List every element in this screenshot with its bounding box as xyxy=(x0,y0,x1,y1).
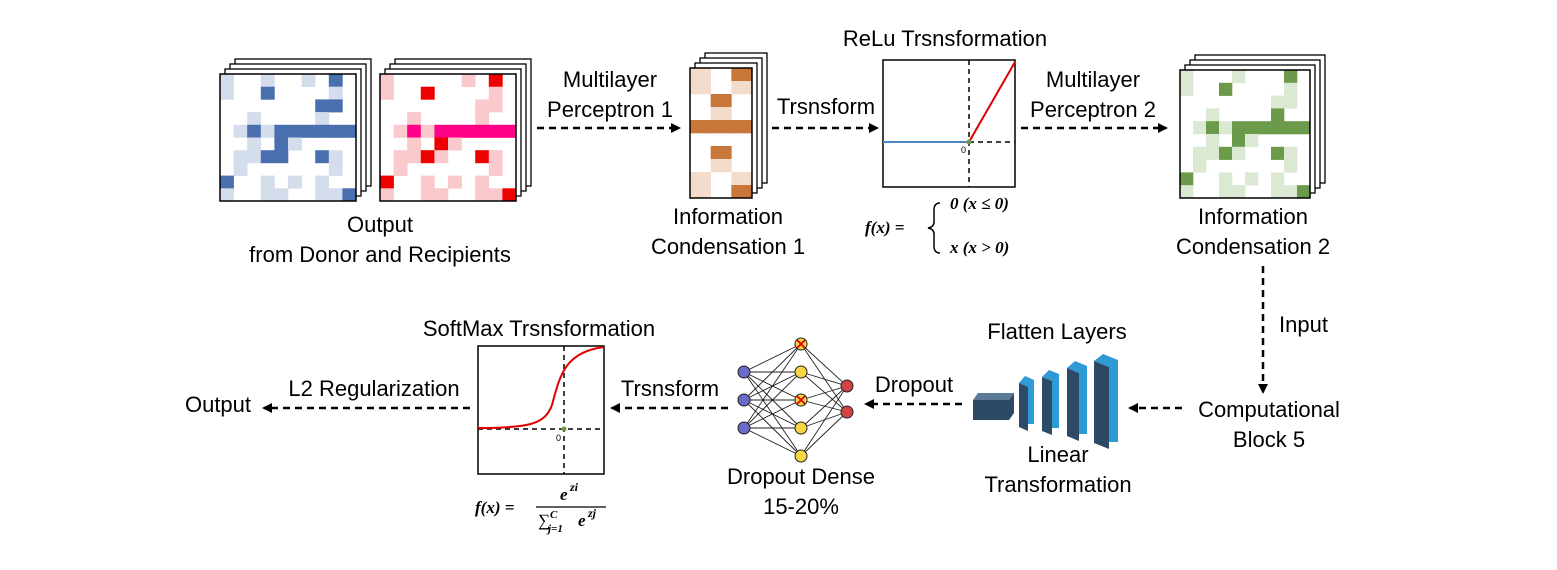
info-condensation-2-stack xyxy=(1179,54,1326,199)
flatten-label: Flatten Layers xyxy=(987,319,1126,344)
softmax-formula-lhs: f(x) = xyxy=(475,498,514,517)
dropout-dense-line2: 15-20% xyxy=(763,494,839,519)
dropout-dense-line1: Dropout Dense xyxy=(727,464,875,489)
relu-formula-case2: x (x > 0) xyxy=(949,238,1009,257)
softmax-curve xyxy=(477,346,605,429)
ic1-label-line1: Information xyxy=(673,204,783,229)
linear-label-line2: Transformation xyxy=(984,472,1131,497)
x-mark-icon xyxy=(796,395,806,405)
softmax-den-e-sup: zj xyxy=(587,506,597,520)
hidden-node xyxy=(794,365,808,379)
output-node xyxy=(840,379,854,393)
comp-block-line2: Block 5 xyxy=(1233,427,1305,452)
recipient-output-grid-stack xyxy=(379,58,532,202)
mlp1-label-line1: Multilayer xyxy=(563,67,657,92)
donor-output-grid-stack xyxy=(219,58,372,202)
output-final-label: Output xyxy=(185,392,251,417)
ic1-label-line2: Condensation 1 xyxy=(651,234,805,259)
mlp1-label-line2: Perceptron 1 xyxy=(547,97,673,122)
hidden-node xyxy=(794,449,808,463)
relu-rising-line xyxy=(968,61,1016,143)
relu-plot: 0 xyxy=(882,59,1016,188)
ic2-label-line1: Information xyxy=(1198,204,1308,229)
softmax-num: e xyxy=(560,485,568,504)
relu-zero-label: 0 xyxy=(961,145,966,155)
softmax-num-sup: zi xyxy=(569,480,579,494)
info-condensation-1-stack xyxy=(689,52,768,199)
output-node xyxy=(840,405,854,419)
softmax-title: SoftMax Trsnsformation xyxy=(423,316,655,341)
input-node xyxy=(737,365,751,379)
input-label: Input xyxy=(1279,312,1328,337)
linear-label-line1: Linear xyxy=(1027,442,1088,467)
cuboid-layers-icon xyxy=(973,354,1118,449)
relu-formula-lhs: f(x) = xyxy=(865,218,904,237)
softmax-den-sub: j=1 xyxy=(546,523,563,535)
relu-formula: f(x) = 0 (x ≤ 0) x (x > 0) xyxy=(865,194,1009,257)
dropout-dense-network xyxy=(737,337,854,463)
relu-title: ReLu Trsnsformation xyxy=(843,26,1047,51)
dropout-label: Dropout xyxy=(875,372,953,397)
output-top-line2: from Donor and Recipients xyxy=(249,242,511,267)
l2-label: L2 Regularization xyxy=(288,376,459,401)
output-top-line1: Output xyxy=(347,212,413,237)
softmax-den-sum: ∑ xyxy=(538,511,550,530)
softmax-formula: f(x) = e zi ∑ C j=1 e zj xyxy=(475,480,606,535)
input-node xyxy=(737,421,751,435)
mlp2-label-line2: Perceptron 2 xyxy=(1030,97,1156,122)
comp-block-line1: Computational xyxy=(1198,397,1340,422)
hidden-node xyxy=(794,421,808,435)
x-mark-icon xyxy=(796,339,806,349)
trsnsform-top-label: Trsnsform xyxy=(777,94,875,119)
softmax-plot: 0 xyxy=(477,345,605,475)
mlp2-label-line1: Multilayer xyxy=(1046,67,1140,92)
trsnsform-bottom-label: Trsnsform xyxy=(621,376,719,401)
relu-formula-case1: 0 (x ≤ 0) xyxy=(950,194,1009,213)
ic2-label-line2: Condensation 2 xyxy=(1176,234,1330,259)
softmax-zero-label: 0 xyxy=(556,433,561,443)
softmax-den-e: e xyxy=(578,511,586,530)
softmax-den-sup: C xyxy=(550,509,558,521)
input-node xyxy=(737,393,751,407)
